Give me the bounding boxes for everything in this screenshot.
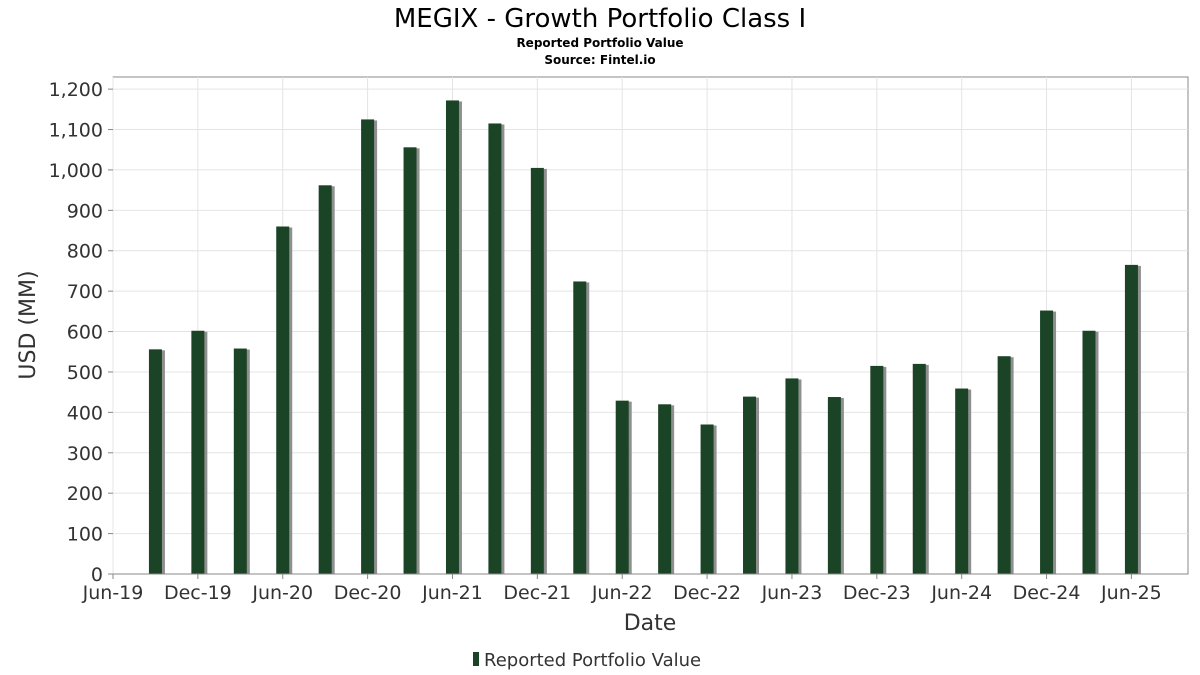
- y-tick-label: 1,100: [49, 120, 103, 142]
- bar: [148, 349, 162, 574]
- bar: [827, 397, 841, 574]
- legend: Reported Portfolio Value: [473, 650, 701, 671]
- x-tick-label: Dec-22: [673, 582, 741, 604]
- y-tick-label: 500: [67, 362, 103, 384]
- bar: [191, 330, 205, 574]
- chart-title: MEGIX - Growth Portfolio Class I: [394, 4, 806, 34]
- chart-subtitle: Reported Portfolio Value: [516, 36, 683, 50]
- bar: [530, 167, 544, 575]
- bar: [361, 119, 375, 575]
- x-axis-label: Date: [624, 611, 677, 636]
- bar: [870, 365, 884, 574]
- legend-swatch: [473, 652, 479, 666]
- bar: [700, 424, 714, 574]
- chart-source: Source: Fintel.io: [544, 53, 655, 67]
- y-tick-label: 100: [67, 524, 103, 546]
- x-tick-label: Dec-23: [843, 582, 911, 604]
- x-tick-label: Dec-20: [334, 582, 402, 604]
- bar: [658, 404, 672, 574]
- x-tick-label: Jun-20: [251, 582, 313, 604]
- x-tick-label: Jun-21: [421, 582, 483, 604]
- y-tick-label: 700: [67, 281, 103, 303]
- x-tick-label: Dec-19: [164, 582, 232, 604]
- x-tick-label: Dec-24: [1013, 582, 1081, 604]
- bar: [276, 226, 290, 574]
- y-tick-label: 0: [91, 564, 103, 586]
- bar: [318, 185, 332, 574]
- bar: [445, 100, 459, 574]
- y-tick-label: 400: [67, 402, 103, 424]
- x-tick-label: Jun-25: [1100, 582, 1162, 604]
- x-tick-label: Jun-22: [591, 582, 653, 604]
- bar: [912, 363, 926, 574]
- bar: [743, 396, 757, 574]
- bar: [573, 281, 587, 574]
- bar: [955, 388, 969, 574]
- bar: [1124, 264, 1138, 574]
- legend-label: Reported Portfolio Value: [484, 650, 701, 671]
- bars: [113, 100, 1188, 575]
- y-tick-label: 300: [67, 443, 103, 465]
- y-axis-label: USD (MM): [16, 270, 41, 379]
- x-tick-label: Jun-24: [930, 582, 992, 604]
- x-tick-label: Jun-23: [761, 582, 823, 604]
- bar: [233, 348, 247, 574]
- bar: [488, 123, 502, 575]
- bar: [1040, 310, 1054, 574]
- bar: [785, 378, 799, 574]
- plot-area: [112, 76, 1189, 575]
- bar: [1082, 330, 1096, 574]
- y-tick-label: 1,200: [49, 79, 103, 101]
- y-tick-label: 1,000: [49, 160, 103, 182]
- y-tick-label: 600: [67, 322, 103, 344]
- x-tick-label: Jun-19: [82, 582, 144, 604]
- y-axis-ticks: 0 100 200 300 400 500 600 700 800 900 1,000 1,100 1,…: [49, 79, 113, 586]
- x-axis-ticks: Jun-19 Dec-19 Jun-20 Dec-20 Jun-21 Dec-21 Jun-…: [82, 574, 1162, 604]
- y-tick-label: 800: [67, 241, 103, 263]
- y-tick-label: 900: [67, 200, 103, 222]
- bar: [615, 400, 629, 574]
- y-tick-label: 200: [67, 483, 103, 505]
- bar: [997, 356, 1011, 574]
- x-tick-label: Dec-21: [503, 582, 571, 604]
- bar: [403, 147, 417, 574]
